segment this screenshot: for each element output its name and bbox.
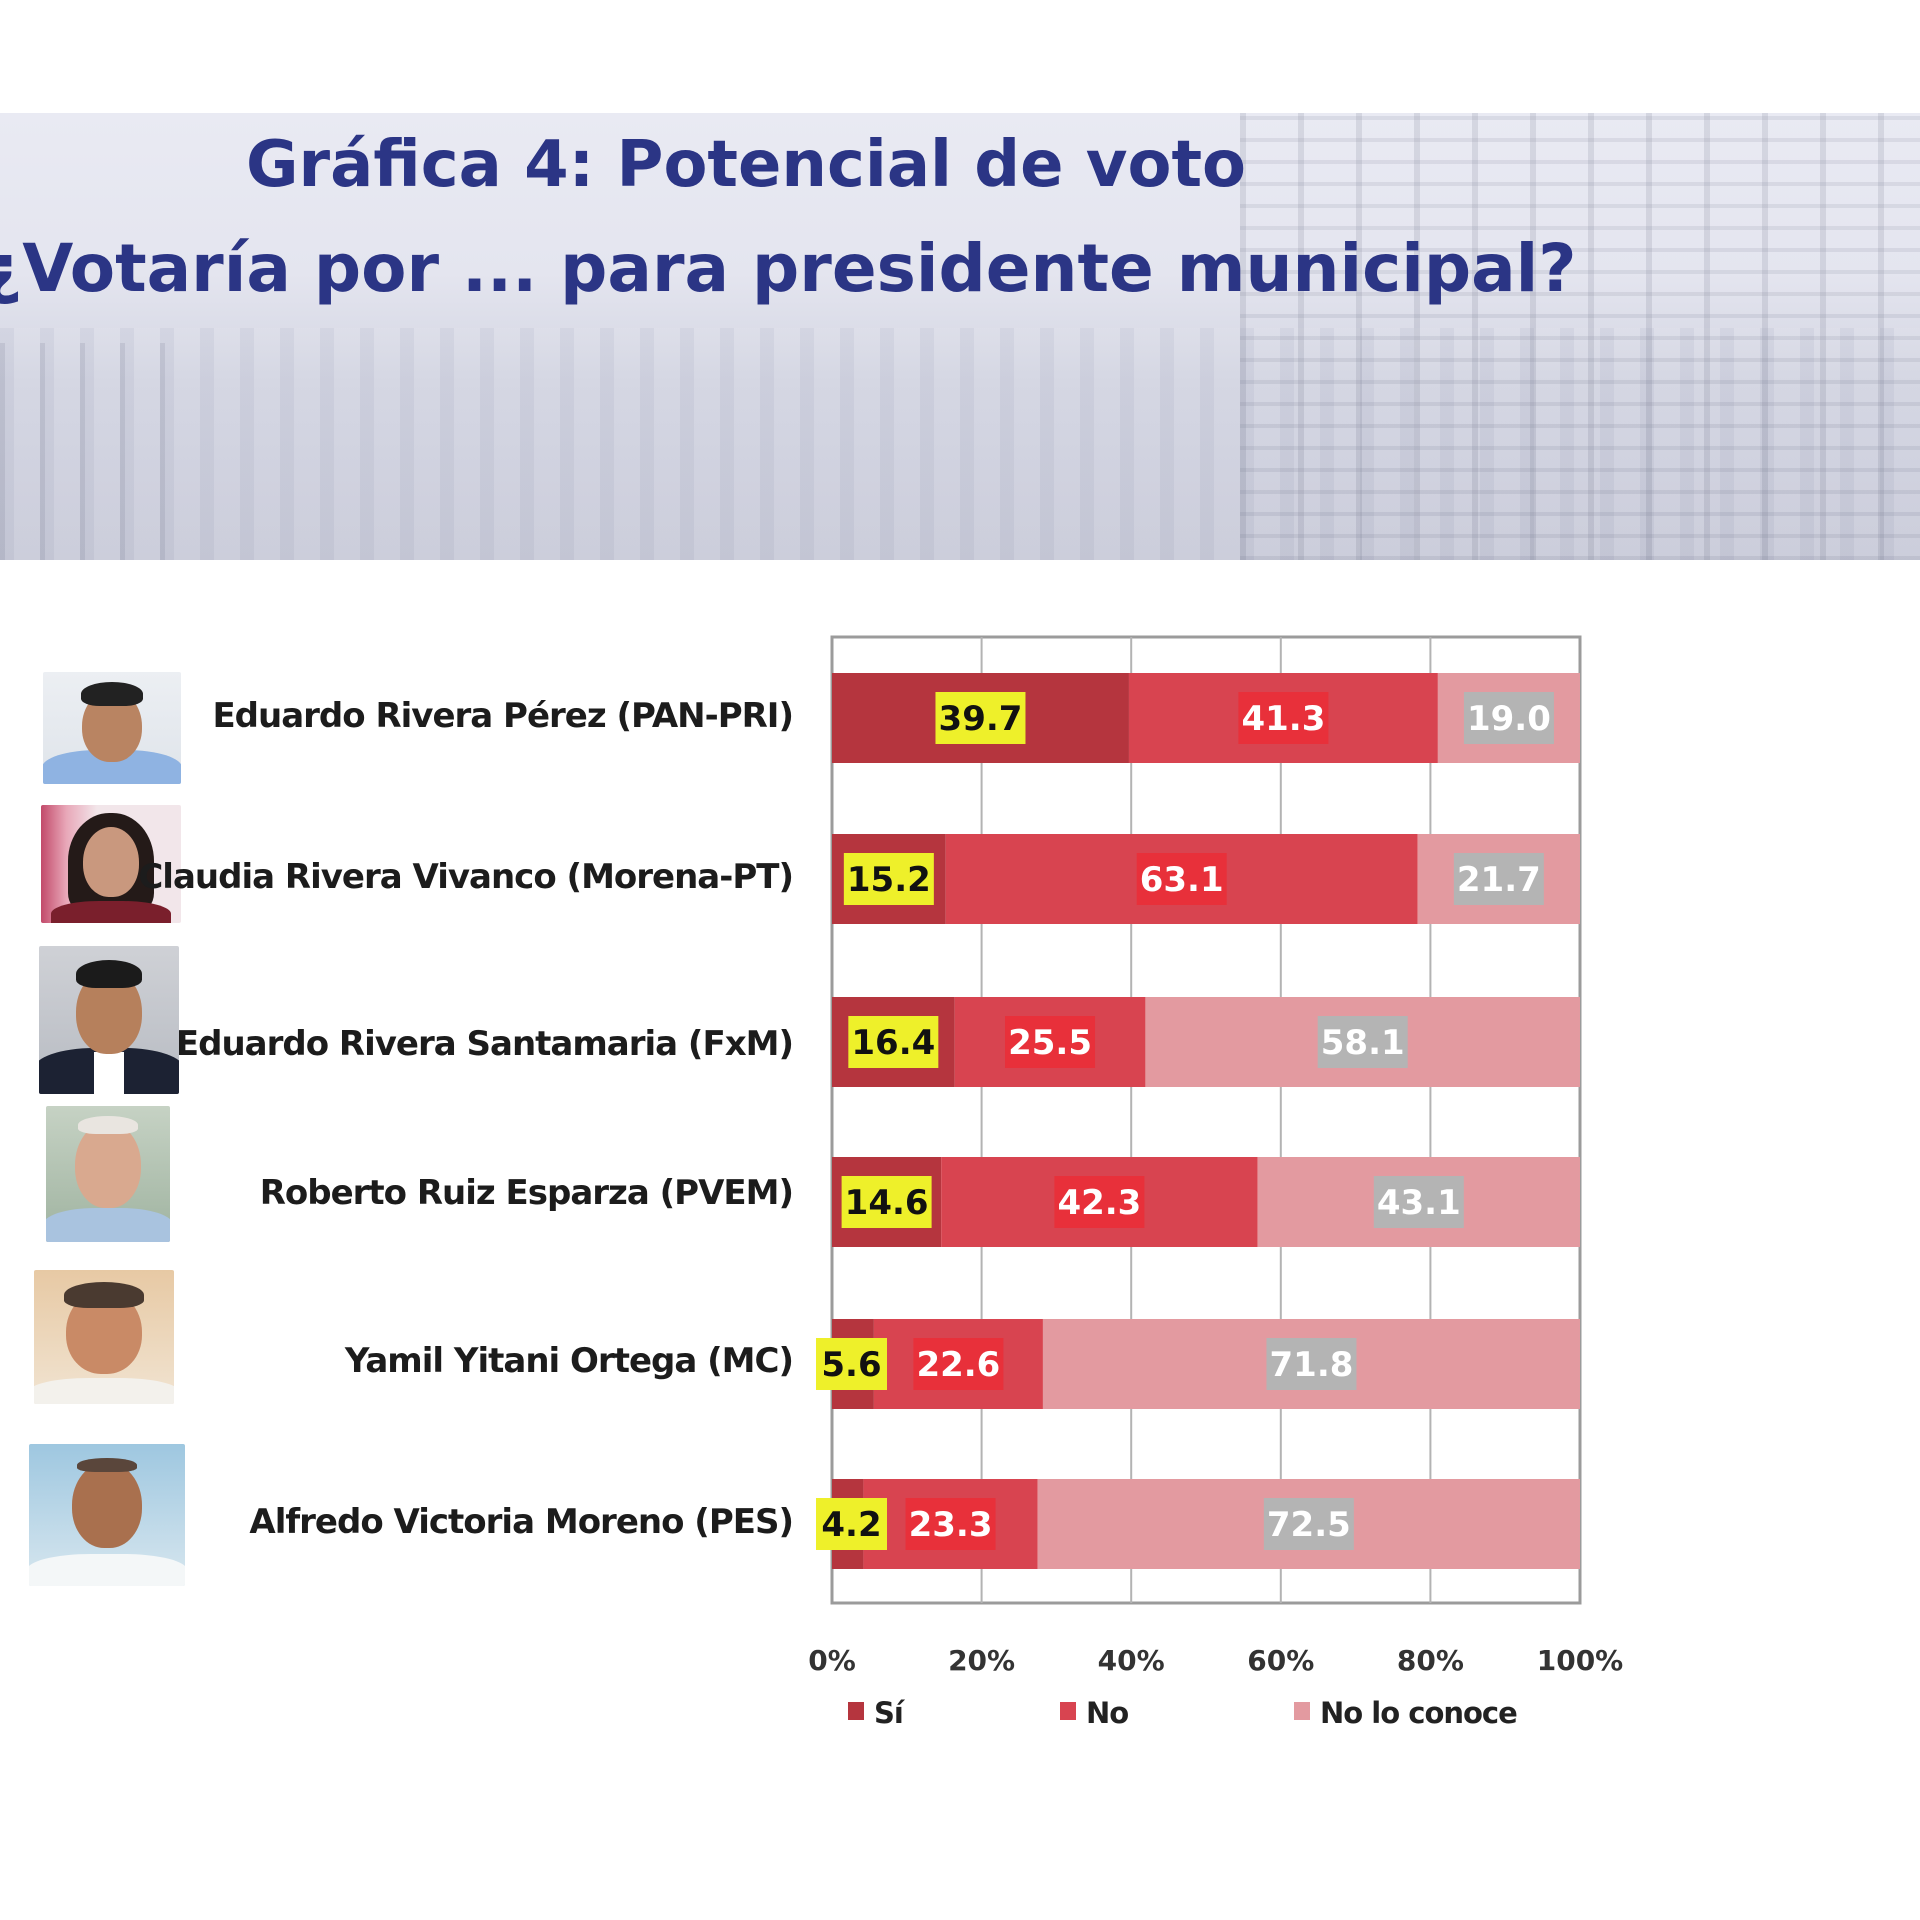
x-tick-label: 20% <box>948 1644 1015 1677</box>
data-label: 15.2 <box>847 860 931 900</box>
candidate-photo-claudia-rivera-vivanco <box>41 805 181 923</box>
candidate-label: Alfredo Victoria Moreno (PES) <box>249 1502 794 1542</box>
candidate-photo-roberto-ruiz-esparza <box>46 1106 170 1242</box>
data-label: 14.6 <box>845 1183 929 1223</box>
data-label-box <box>1453 853 1544 905</box>
data-label: 63.1 <box>1140 860 1224 900</box>
data-label-box <box>816 1338 887 1390</box>
data-label-box <box>935 692 1026 744</box>
x-tick-label: 80% <box>1397 1644 1464 1677</box>
data-label: 71.8 <box>1270 1345 1354 1385</box>
data-label-box <box>1373 1176 1464 1228</box>
x-tick-label: 0% <box>808 1644 856 1677</box>
data-label-box <box>905 1498 996 1550</box>
legend-swatch <box>1060 1702 1076 1720</box>
data-label-box <box>1005 1016 1096 1068</box>
data-label: 4.2 <box>821 1505 881 1545</box>
x-tick-label: 60% <box>1247 1644 1314 1677</box>
legend-label: No <box>1086 1696 1128 1730</box>
data-label-box <box>843 853 934 905</box>
data-label-box <box>1054 1176 1145 1228</box>
candidate-label: Yamil Yitani Ortega (MC) <box>344 1341 794 1381</box>
data-label-box <box>1317 1016 1408 1068</box>
candidate-label: Roberto Ruiz Esparza (PVEM) <box>259 1173 794 1213</box>
legend-label: Sí <box>874 1696 906 1730</box>
data-label: 42.3 <box>1057 1183 1141 1223</box>
legend-swatch <box>848 1702 864 1720</box>
header-banner <box>0 113 1920 560</box>
server-rack-background-left <box>0 343 170 560</box>
server-rack-background <box>1240 113 1920 560</box>
data-label: 5.6 <box>821 1345 881 1385</box>
plot-frame <box>830 635 1582 1605</box>
x-tick-label: 40% <box>1098 1644 1165 1677</box>
data-label: 43.1 <box>1377 1183 1461 1223</box>
x-tick-label: 100% <box>1537 1644 1624 1677</box>
candidate-label: Eduardo Rivera Santamaria (FxM) <box>175 1024 794 1064</box>
data-label: 22.6 <box>916 1345 1000 1385</box>
candidate-photo-yamil-yitani-ortega <box>34 1270 174 1404</box>
data-label-box <box>816 1498 887 1550</box>
candidate-label: Eduardo Rivera Pérez (PAN-PRI) <box>212 696 794 736</box>
data-label-box <box>841 1176 932 1228</box>
data-label: 72.5 <box>1267 1505 1351 1545</box>
chart-title: Gráfica 4: Potencial de voto <box>246 128 1246 202</box>
data-label: 41.3 <box>1241 699 1325 739</box>
data-label-box <box>913 1338 1004 1390</box>
data-label-box <box>1136 853 1227 905</box>
legend-swatch <box>1294 1702 1310 1720</box>
data-label: 58.1 <box>1321 1023 1405 1063</box>
data-label-box <box>1266 1338 1357 1390</box>
data-label: 19.0 <box>1467 699 1551 739</box>
data-label-box <box>848 1016 939 1068</box>
candidate-label: Claudia Rivera Vivanco (Morena-PT) <box>138 857 794 897</box>
data-label-box <box>1463 692 1554 744</box>
chart-subtitle: ¿Votaría por ... para presidente municip… <box>0 230 1577 307</box>
legend-label: No lo conoce <box>1320 1696 1517 1730</box>
data-label: 39.7 <box>939 699 1023 739</box>
data-label: 16.4 <box>851 1023 935 1063</box>
data-label-box <box>1238 692 1329 744</box>
candidate-photo-alfredo-victoria-moreno <box>29 1444 185 1586</box>
data-label: 25.5 <box>1008 1023 1092 1063</box>
data-label-box <box>1263 1498 1354 1550</box>
data-label: 23.3 <box>909 1505 993 1545</box>
candidate-photo-eduardo-rivera-santamaria <box>39 946 179 1094</box>
candidate-photo-eduardo-rivera-perez <box>43 672 181 784</box>
data-label: 21.7 <box>1457 860 1541 900</box>
banner-band <box>0 328 1920 560</box>
